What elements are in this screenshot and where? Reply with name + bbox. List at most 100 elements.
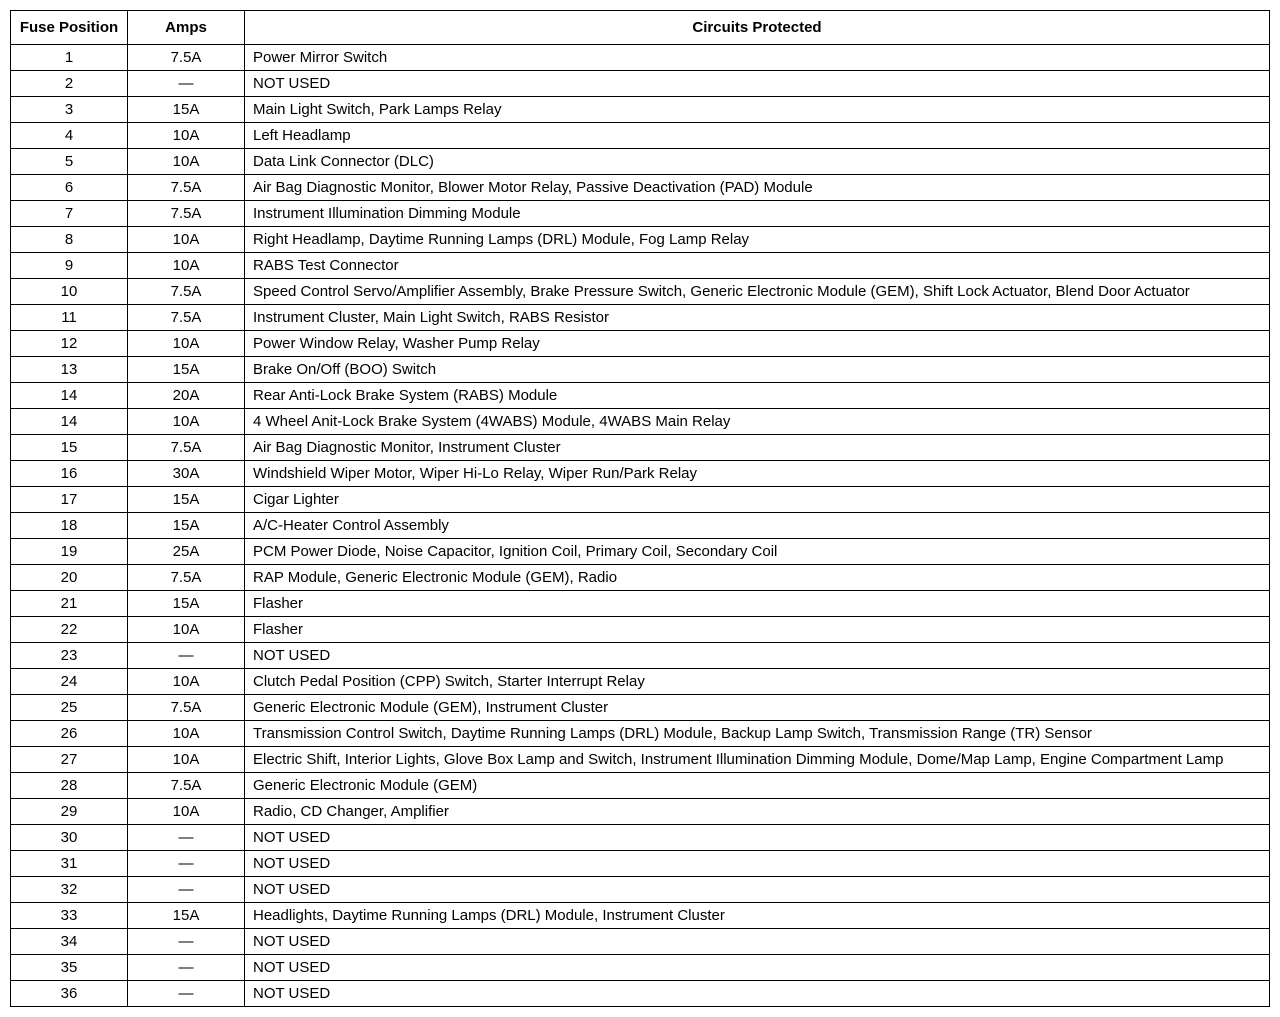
cell-amps: — <box>128 825 245 851</box>
table-row: 3315AHeadlights, Daytime Running Lamps (… <box>11 903 1270 929</box>
cell-circuits: Radio, CD Changer, Amplifier <box>245 799 1270 825</box>
cell-amps: — <box>128 981 245 1007</box>
cell-amps: 10A <box>128 747 245 773</box>
fuse-table: Fuse Position Amps Circuits Protected 17… <box>10 10 1270 1007</box>
cell-fuse-position: 35 <box>11 955 128 981</box>
table-row: 2210AFlasher <box>11 617 1270 643</box>
header-row: Fuse Position Amps Circuits Protected <box>11 11 1270 45</box>
cell-circuits: NOT USED <box>245 643 1270 669</box>
cell-circuits: 4 Wheel Anit-Lock Brake System (4WABS) M… <box>245 409 1270 435</box>
cell-circuits: NOT USED <box>245 955 1270 981</box>
cell-fuse-position: 17 <box>11 487 128 513</box>
cell-amps: 10A <box>128 253 245 279</box>
table-row: 1410A4 Wheel Anit-Lock Brake System (4WA… <box>11 409 1270 435</box>
cell-fuse-position: 3 <box>11 97 128 123</box>
cell-circuits: Electric Shift, Interior Lights, Glove B… <box>245 747 1270 773</box>
cell-amps: 15A <box>128 513 245 539</box>
cell-amps: — <box>128 955 245 981</box>
cell-circuits: Brake On/Off (BOO) Switch <box>245 357 1270 383</box>
cell-amps: 10A <box>128 617 245 643</box>
cell-amps: 7.5A <box>128 565 245 591</box>
table-row: 17.5APower Mirror Switch <box>11 45 1270 71</box>
cell-fuse-position: 21 <box>11 591 128 617</box>
table-row: 1925APCM Power Diode, Noise Capacitor, I… <box>11 539 1270 565</box>
cell-fuse-position: 28 <box>11 773 128 799</box>
cell-fuse-position: 27 <box>11 747 128 773</box>
cell-amps: — <box>128 851 245 877</box>
header-circuits: Circuits Protected <box>245 11 1270 45</box>
cell-amps: 7.5A <box>128 45 245 71</box>
table-row: 257.5AGeneric Electronic Module (GEM), I… <box>11 695 1270 721</box>
table-row: 157.5AAir Bag Diagnostic Monitor, Instru… <box>11 435 1270 461</box>
table-row: 2410AClutch Pedal Position (CPP) Switch,… <box>11 669 1270 695</box>
cell-amps: 7.5A <box>128 175 245 201</box>
cell-circuits: NOT USED <box>245 877 1270 903</box>
cell-amps: 10A <box>128 149 245 175</box>
table-row: 2610ATransmission Control Switch, Daytim… <box>11 721 1270 747</box>
cell-fuse-position: 25 <box>11 695 128 721</box>
cell-circuits: Rear Anti-Lock Brake System (RABS) Modul… <box>245 383 1270 409</box>
header-amps: Amps <box>128 11 245 45</box>
cell-fuse-position: 20 <box>11 565 128 591</box>
cell-fuse-position: 15 <box>11 435 128 461</box>
cell-fuse-position: 24 <box>11 669 128 695</box>
cell-circuits: NOT USED <box>245 929 1270 955</box>
cell-circuits: RABS Test Connector <box>245 253 1270 279</box>
table-row: 410ALeft Headlamp <box>11 123 1270 149</box>
cell-circuits: Data Link Connector (DLC) <box>245 149 1270 175</box>
cell-fuse-position: 33 <box>11 903 128 929</box>
cell-amps: 7.5A <box>128 305 245 331</box>
table-row: 31—NOT USED <box>11 851 1270 877</box>
cell-circuits: NOT USED <box>245 825 1270 851</box>
table-row: 1210APower Window Relay, Washer Pump Rel… <box>11 331 1270 357</box>
table-row: 34—NOT USED <box>11 929 1270 955</box>
cell-circuits: Power Window Relay, Washer Pump Relay <box>245 331 1270 357</box>
cell-fuse-position: 5 <box>11 149 128 175</box>
cell-amps: — <box>128 877 245 903</box>
cell-circuits: Power Mirror Switch <box>245 45 1270 71</box>
cell-circuits: Speed Control Servo/Amplifier Assembly, … <box>245 279 1270 305</box>
cell-fuse-position: 2 <box>11 71 128 97</box>
cell-circuits: Transmission Control Switch, Daytime Run… <box>245 721 1270 747</box>
cell-circuits: Cigar Lighter <box>245 487 1270 513</box>
cell-amps: 7.5A <box>128 695 245 721</box>
cell-amps: 10A <box>128 331 245 357</box>
cell-amps: 15A <box>128 487 245 513</box>
fuse-table-body: 17.5APower Mirror Switch2—NOT USED315AMa… <box>11 45 1270 1007</box>
cell-circuits: Flasher <box>245 591 1270 617</box>
cell-fuse-position: 8 <box>11 227 128 253</box>
cell-circuits: Windshield Wiper Motor, Wiper Hi-Lo Rela… <box>245 461 1270 487</box>
table-row: 77.5AInstrument Illumination Dimming Mod… <box>11 201 1270 227</box>
table-row: 23—NOT USED <box>11 643 1270 669</box>
cell-amps: 15A <box>128 591 245 617</box>
cell-fuse-position: 34 <box>11 929 128 955</box>
cell-fuse-position: 10 <box>11 279 128 305</box>
cell-amps: — <box>128 929 245 955</box>
cell-fuse-position: 32 <box>11 877 128 903</box>
cell-fuse-position: 22 <box>11 617 128 643</box>
table-row: 315AMain Light Switch, Park Lamps Relay <box>11 97 1270 123</box>
cell-fuse-position: 14 <box>11 409 128 435</box>
table-row: 36—NOT USED <box>11 981 1270 1007</box>
cell-fuse-position: 30 <box>11 825 128 851</box>
cell-circuits: Generic Electronic Module (GEM), Instrum… <box>245 695 1270 721</box>
table-row: 1420ARear Anti-Lock Brake System (RABS) … <box>11 383 1270 409</box>
table-row: 107.5ASpeed Control Servo/Amplifier Asse… <box>11 279 1270 305</box>
cell-fuse-position: 4 <box>11 123 128 149</box>
cell-amps: 10A <box>128 227 245 253</box>
table-row: 287.5AGeneric Electronic Module (GEM) <box>11 773 1270 799</box>
table-row: 2—NOT USED <box>11 71 1270 97</box>
cell-amps: 10A <box>128 669 245 695</box>
fuse-table-header: Fuse Position Amps Circuits Protected <box>11 11 1270 45</box>
cell-amps: 25A <box>128 539 245 565</box>
cell-amps: — <box>128 71 245 97</box>
table-row: 1715ACigar Lighter <box>11 487 1270 513</box>
cell-amps: 7.5A <box>128 279 245 305</box>
cell-circuits: Flasher <box>245 617 1270 643</box>
cell-circuits: Generic Electronic Module (GEM) <box>245 773 1270 799</box>
cell-circuits: NOT USED <box>245 851 1270 877</box>
cell-circuits: Air Bag Diagnostic Monitor, Blower Motor… <box>245 175 1270 201</box>
table-row: 2710AElectric Shift, Interior Lights, Gl… <box>11 747 1270 773</box>
cell-amps: 7.5A <box>128 435 245 461</box>
table-row: 1630AWindshield Wiper Motor, Wiper Hi-Lo… <box>11 461 1270 487</box>
